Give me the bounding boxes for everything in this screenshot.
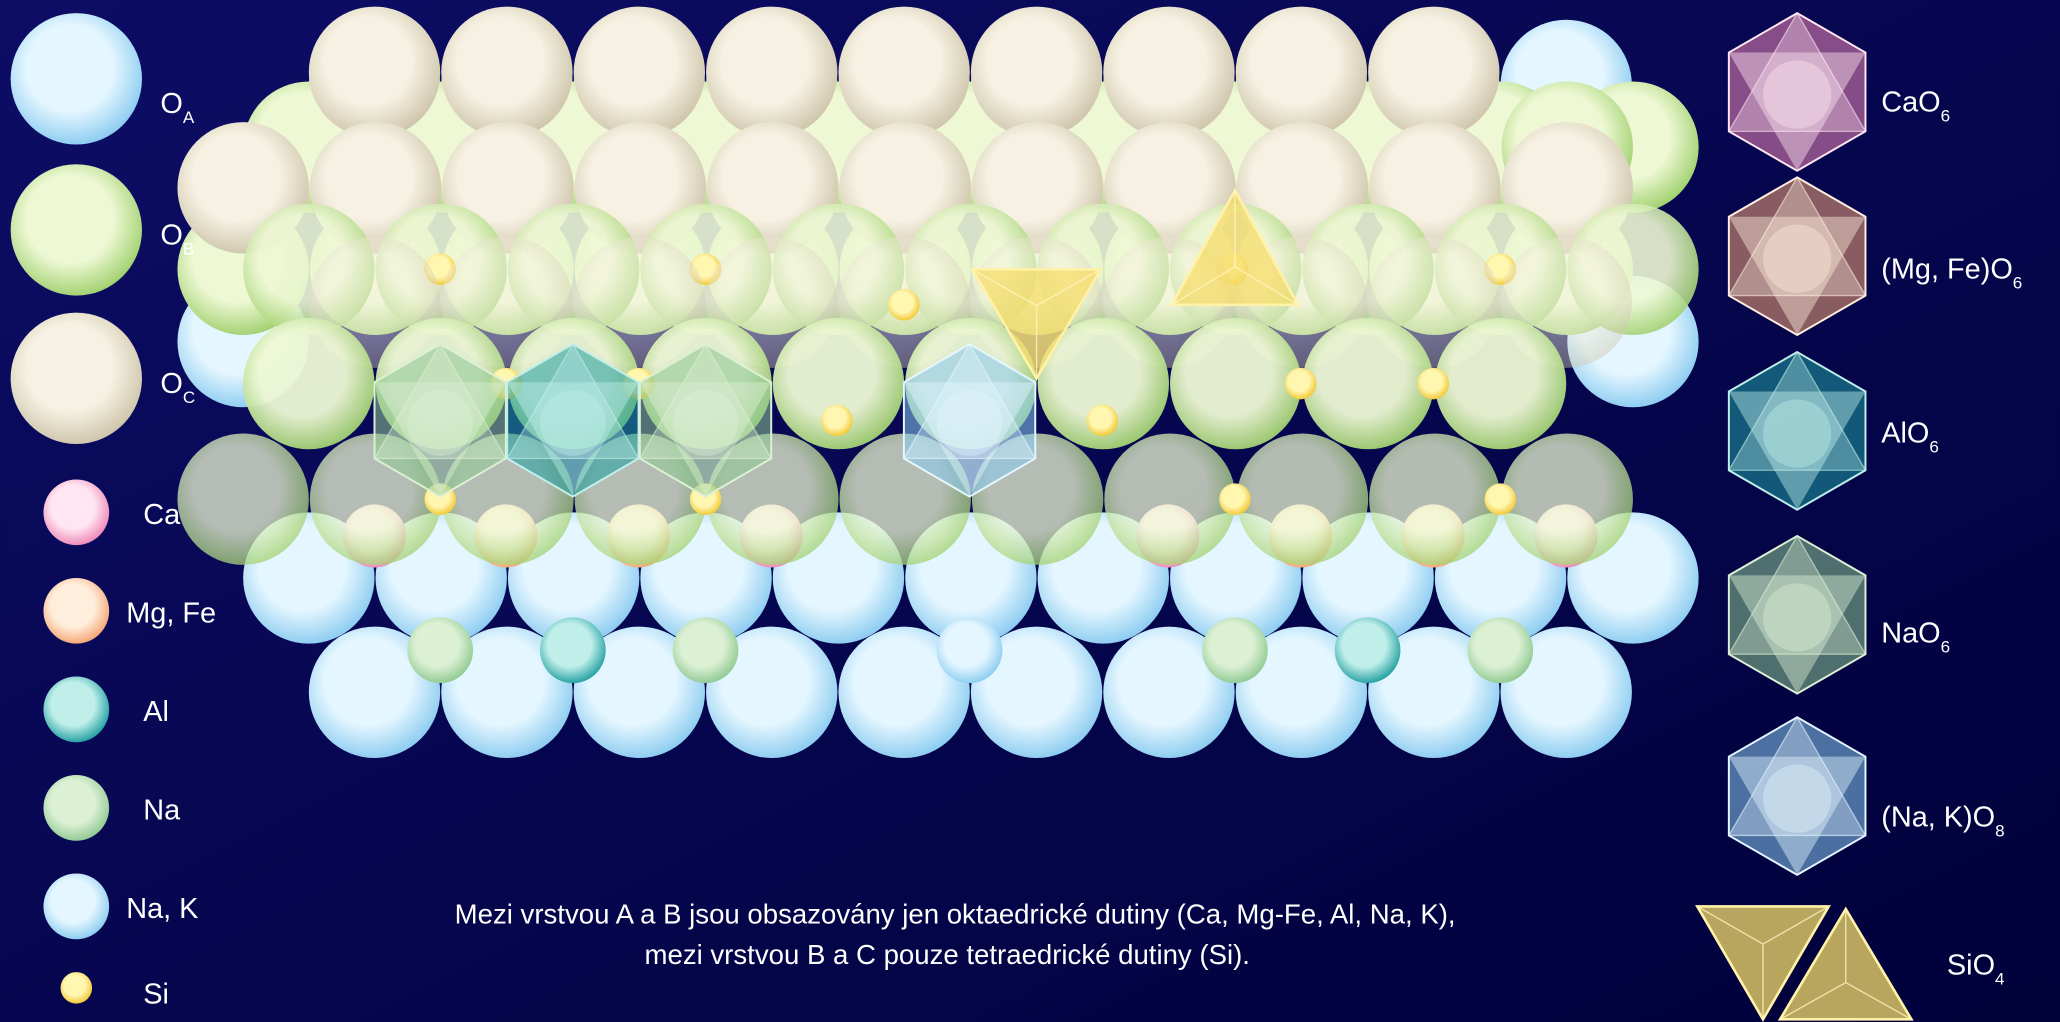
label: OA (160, 88, 194, 127)
sphere (1104, 433, 1236, 565)
sphere (1500, 626, 1632, 758)
tetrahedron (1695, 905, 1831, 1022)
sphere (60, 972, 93, 1004)
sphere (970, 626, 1103, 758)
caption: Mezi vrstvou A a B jsou obsazovány jen o… (455, 898, 1456, 929)
sphere (1467, 617, 1534, 684)
sphere (1235, 6, 1368, 138)
sphere (308, 6, 441, 138)
octahedron (373, 342, 507, 498)
label: OC (160, 368, 195, 407)
sphere (706, 626, 838, 758)
label: AlO6 (1881, 418, 1939, 457)
sphere (1235, 626, 1368, 758)
sphere (43, 873, 110, 940)
sphere (1302, 317, 1434, 450)
label: OB (160, 219, 194, 257)
label: CaO6 (1881, 87, 1950, 126)
sphere (177, 433, 309, 565)
sphere (573, 626, 706, 758)
sphere (1334, 617, 1401, 684)
label: (Na, K)O8 (1881, 801, 2004, 840)
sphere (1368, 6, 1500, 138)
sphere (1103, 6, 1235, 138)
label: Na (143, 795, 181, 827)
sphere (1086, 404, 1119, 437)
structure (177, 6, 1699, 758)
octahedron (1727, 534, 1867, 695)
sphere (1417, 367, 1450, 400)
sphere (243, 317, 375, 450)
legend: OA OB OC Ca Mg, Fe Al Na Na, K Si CaO6 (… (10, 11, 2022, 1022)
sphere (43, 676, 110, 743)
sphere (1103, 626, 1235, 758)
sphere (838, 626, 970, 758)
sphere (1037, 317, 1169, 450)
sphere (573, 6, 706, 138)
sphere (838, 6, 970, 138)
sphere (1170, 317, 1302, 450)
octahedron (506, 342, 640, 498)
sphere (441, 6, 573, 138)
sphere (1501, 433, 1633, 565)
sphere (1434, 317, 1567, 450)
octahedron (1727, 11, 1867, 172)
sphere (1484, 483, 1517, 515)
sphere (43, 775, 110, 841)
sphere (441, 626, 573, 758)
sphere (1219, 483, 1251, 515)
sphere (888, 288, 920, 321)
sphere (43, 479, 110, 546)
sphere (10, 13, 142, 145)
sphere (407, 617, 474, 684)
sphere (1284, 367, 1317, 400)
label: Al (143, 696, 169, 728)
tetrahedron (969, 267, 1104, 381)
label: NaO6 (1881, 617, 1950, 656)
sphere (540, 617, 606, 684)
label: Si (143, 979, 169, 1011)
sphere (1368, 626, 1500, 758)
label: (Mg, Fe)O6 (1881, 253, 2022, 292)
octahedron (1727, 350, 1867, 511)
sphere (43, 577, 110, 644)
caption: mezi vrstvou B a C pouze tetraedrické du… (645, 939, 1250, 970)
sphere (10, 164, 142, 296)
octahedron (638, 342, 773, 498)
label: Mg, Fe (126, 598, 216, 630)
sphere (308, 626, 441, 758)
octahedron (902, 342, 1037, 498)
sphere (706, 6, 838, 138)
sphere (772, 317, 905, 450)
sphere (1369, 433, 1501, 565)
sphere (1202, 617, 1268, 684)
label: Ca (143, 499, 181, 531)
tetrahedron (1169, 187, 1301, 307)
sphere (970, 6, 1103, 138)
sphere (936, 617, 1003, 684)
sphere (10, 312, 142, 445)
label: SiO4 (1947, 950, 2005, 989)
sphere (672, 617, 739, 684)
sphere (821, 404, 853, 437)
label: Na, K (126, 893, 198, 925)
sphere (1236, 433, 1369, 565)
octahedron (1727, 715, 1867, 877)
octahedron (1727, 176, 1867, 337)
tetrahedron (1777, 906, 1914, 1021)
